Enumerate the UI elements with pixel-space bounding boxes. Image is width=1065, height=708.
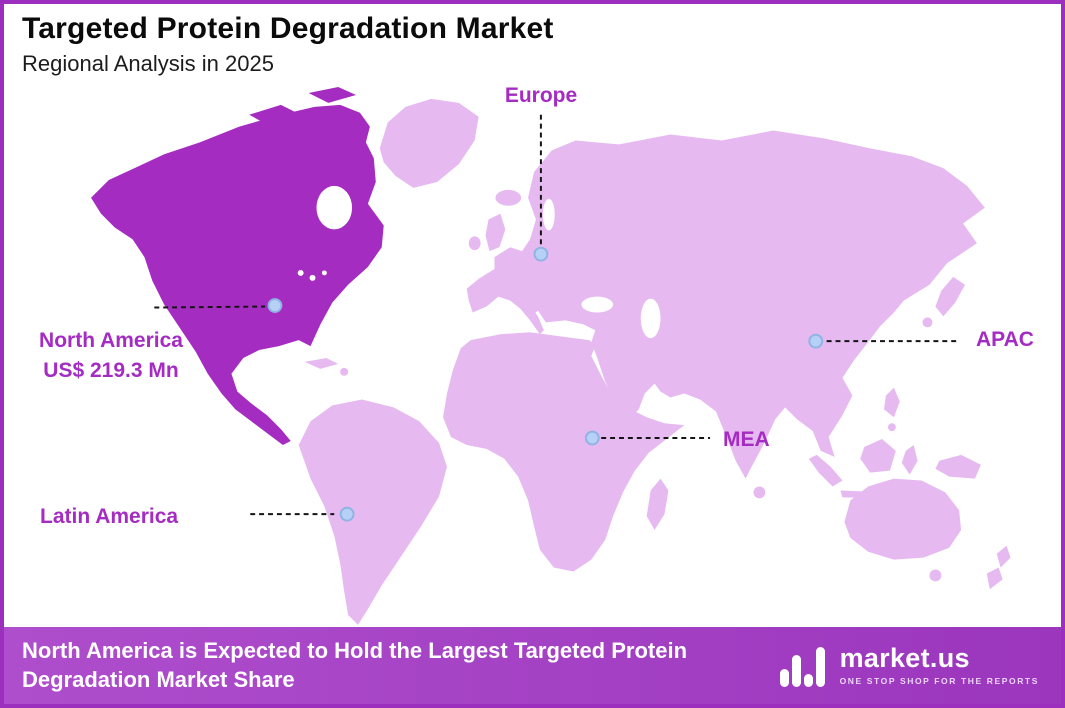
arctic-island-1 <box>249 104 297 125</box>
marketus-logo: market.us ONE STOP SHOP FOR THE REPORTS <box>778 643 1039 689</box>
continent-africa <box>443 332 685 572</box>
region-name-north-america: North America <box>39 329 183 352</box>
footer-caption: North America is Expected to Hold the La… <box>22 637 688 692</box>
arctic-island-2 <box>308 87 357 103</box>
island-mindanao <box>887 423 896 432</box>
continent-australia <box>844 478 962 560</box>
island-ireland <box>468 236 481 251</box>
region-label-mea: MEA <box>723 428 770 451</box>
island-cuba <box>304 357 339 369</box>
continent-greenland <box>379 98 479 188</box>
region-label-north-america: North America US$ 219.3 Mn <box>12 326 210 387</box>
footer-banner: North America is Expected to Hold the La… <box>4 627 1061 704</box>
island-borneo <box>860 439 896 473</box>
marketus-bars-icon <box>779 646 825 687</box>
island-new-guinea <box>935 454 981 479</box>
island-sumatra <box>808 454 843 487</box>
island-madagascar <box>646 478 669 530</box>
island-tasmania <box>929 569 942 582</box>
marker-mea <box>584 430 600 446</box>
island-japan <box>935 276 966 317</box>
brand-text: market.us ONE STOP SHOP FOR THE REPORTS <box>840 645 1039 686</box>
continent-north-america-highlighted <box>91 104 384 445</box>
marker-north-america <box>267 298 283 313</box>
brand-name: market.us <box>839 643 970 674</box>
world-map <box>91 87 1011 625</box>
island-new-zealand-north <box>996 545 1011 568</box>
island-sulawesi <box>901 444 918 475</box>
region-label-latin-america: Latin America <box>40 505 179 528</box>
connector-north-america <box>154 305 266 309</box>
island-japan-south <box>922 317 933 328</box>
great-lake-2 <box>309 274 316 281</box>
hudson-bay <box>316 185 353 230</box>
island-sri-lanka <box>753 486 766 499</box>
header: Targeted Protein Degradation Market Regi… <box>22 12 554 77</box>
caspian-sea <box>640 298 661 339</box>
island-hispaniola <box>340 367 349 376</box>
island-iceland <box>495 189 522 206</box>
brand-tagline: ONE STOP SHOP FOR THE REPORTS <box>839 676 1039 687</box>
continent-south-america <box>298 399 447 625</box>
black-sea <box>581 296 614 313</box>
page-title: Targeted Protein Degradation Market <box>22 12 554 45</box>
great-lake-3 <box>321 270 327 276</box>
island-philippines <box>883 387 900 418</box>
region-label-apac: APAC <box>976 328 1034 351</box>
marker-latin-america <box>339 506 355 522</box>
marker-apac <box>808 333 824 349</box>
island-great-britain <box>485 213 506 252</box>
great-lake-1 <box>297 269 304 276</box>
island-new-zealand-south <box>986 567 1003 590</box>
page-subtitle: Regional Analysis in 2025 <box>22 51 274 76</box>
region-label-europe: Europe <box>504 84 578 107</box>
marker-europe <box>533 246 549 262</box>
continent-eurasia <box>466 130 985 479</box>
baltic-sea <box>542 198 555 231</box>
region-value-north-america: US$ 219.3 Mn <box>43 359 179 383</box>
